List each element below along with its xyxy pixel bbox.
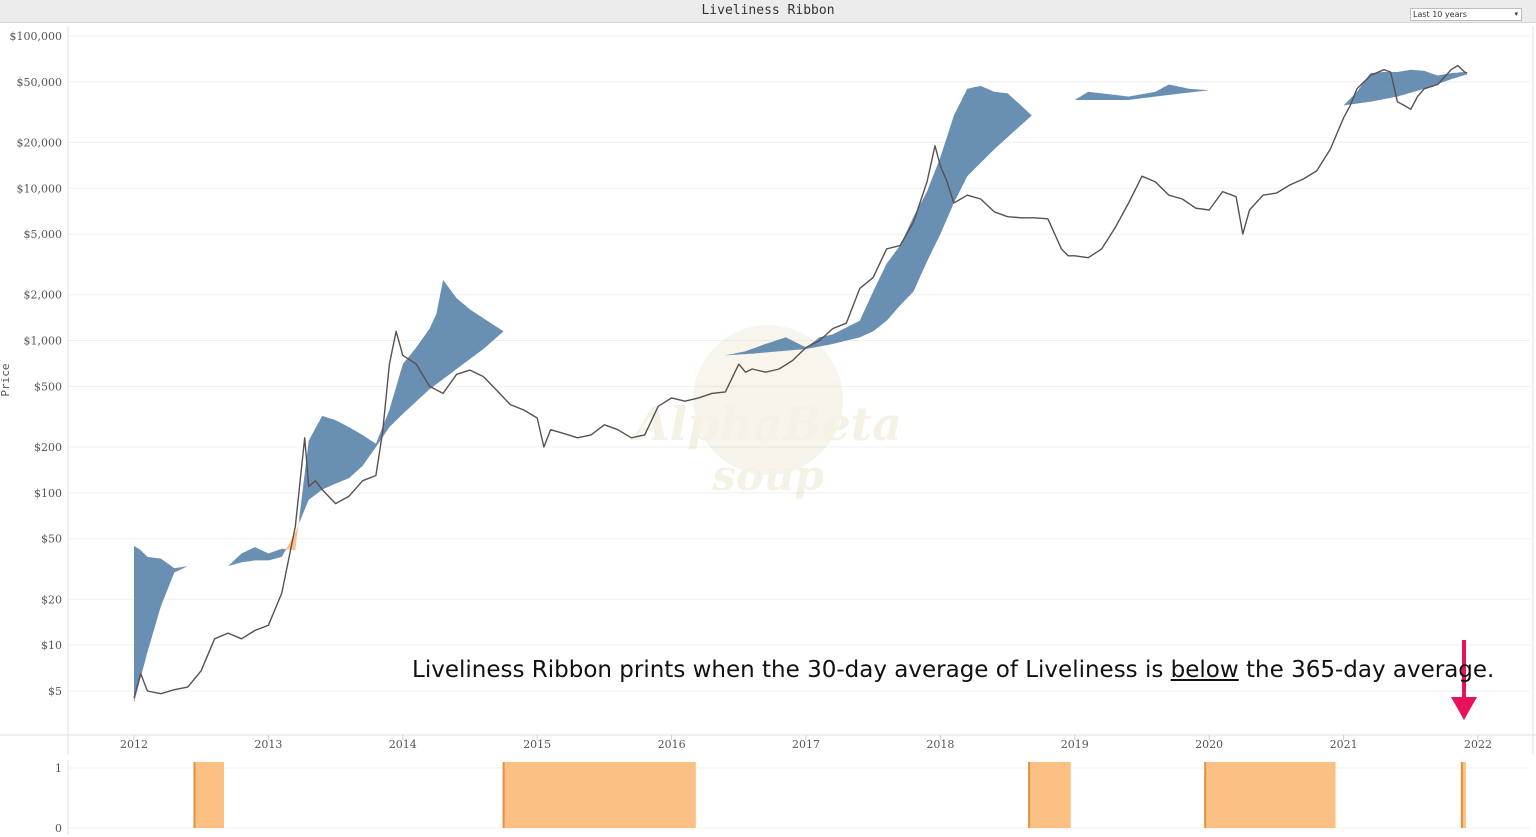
- y-tick-label: $20: [41, 593, 62, 606]
- ribbon-band-blue: [134, 545, 288, 703]
- x-tick-label: 2016: [658, 738, 686, 751]
- x-tick-label: 2012: [120, 738, 148, 751]
- annotation-underlined: below: [1170, 657, 1239, 683]
- y-tick-label: $100,000: [10, 30, 63, 43]
- title-bar: Liveliness Ribbon Last 10 years ▾: [0, 0, 1536, 23]
- y-tick-label: $2,000: [24, 289, 63, 302]
- y-tick-label: $10,000: [17, 182, 63, 195]
- x-tick-label: 2018: [926, 738, 954, 751]
- y-tick-label: $20,000: [17, 136, 63, 149]
- liveliness-ribbon: [134, 69, 1468, 703]
- price-series: [133, 64, 1468, 699]
- chevron-down-icon[interactable]: ▾: [1514, 10, 1518, 18]
- x-tick-label: 2022: [1464, 738, 1492, 751]
- x-axis: 2012 2013 2014 2015 2016 2017 2018 2019 2020 2021…: [120, 735, 1492, 751]
- arrow-head: [1451, 697, 1477, 720]
- y-tick-label: $500: [34, 380, 62, 393]
- signal-bar: [503, 762, 696, 828]
- y-tick-label: $200: [34, 441, 62, 454]
- y-axis-label: Price: [0, 363, 12, 396]
- ribbon-band-orange: [287, 517, 300, 551]
- signal-panel: 10: [55, 760, 1530, 835]
- range-dropdown-value: Last 10 years: [1413, 10, 1467, 19]
- price-line: [133, 64, 1468, 699]
- signal-bar: [194, 762, 225, 828]
- watermark-circle: [693, 325, 843, 475]
- x-tick-label: 2017: [792, 738, 820, 751]
- watermark-text: AlphaBeta: [630, 397, 902, 451]
- signal-bar: [1461, 762, 1466, 828]
- y-tick-label: $50,000: [17, 76, 63, 89]
- x-tick-label: 2020: [1195, 738, 1223, 751]
- signal-y-tick: 0: [55, 822, 62, 835]
- annotation-before: Liveliness Ribbon prints when the 30-day…: [412, 657, 1171, 683]
- signal-y-tick: 1: [55, 762, 62, 775]
- watermark-text-2: soup: [711, 451, 824, 500]
- y-tick-label: $100: [34, 487, 62, 500]
- range-dropdown[interactable]: Last 10 years ▾: [1410, 8, 1522, 21]
- x-tick-label: 2013: [254, 738, 282, 751]
- y-tick-label: $50: [41, 533, 62, 546]
- annotation-text: Liveliness Ribbon prints when the 30-day…: [412, 657, 1494, 683]
- y-tick-label: $5: [48, 685, 62, 698]
- x-tick-label: 2019: [1061, 738, 1089, 751]
- chart-title: Liveliness Ribbon: [701, 3, 835, 18]
- x-tick-label: 2021: [1330, 738, 1358, 751]
- y-tick-label: $1,000: [24, 335, 63, 348]
- x-tick-label: 2014: [389, 738, 417, 751]
- arrow-indicator: [1451, 640, 1477, 720]
- signal-bar: [1205, 762, 1336, 828]
- y-axis: $100,000 $50,000 $20,000 $10,000 $5,000 $2,00…: [10, 30, 63, 698]
- annotation-after: the 365-day average.: [1238, 657, 1495, 683]
- x-tick-label: 2015: [523, 738, 551, 751]
- y-tick-label: $10: [41, 639, 62, 652]
- ribbon-band-blue: [299, 69, 1468, 523]
- y-tick-label: $5,000: [24, 228, 63, 241]
- signal-bar: [1029, 762, 1071, 828]
- watermark-logo: AlphaBeta soup: [630, 325, 902, 500]
